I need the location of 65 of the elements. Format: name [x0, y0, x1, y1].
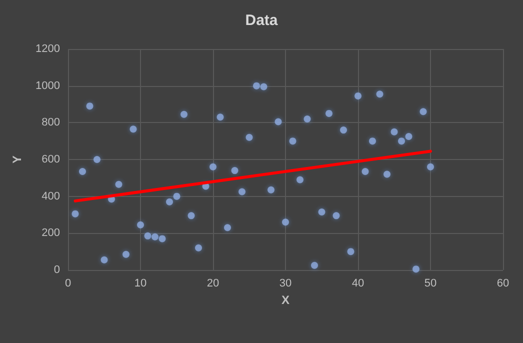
point [224, 224, 231, 232]
y-tick-label: 200 [42, 227, 60, 240]
point [210, 163, 216, 170]
point [390, 128, 398, 136]
point [260, 83, 268, 90]
point [326, 110, 332, 117]
point [166, 198, 173, 206]
point [268, 186, 274, 194]
point [144, 232, 152, 240]
point [384, 170, 390, 178]
x-tick-label: 10 [134, 278, 147, 290]
point [86, 102, 94, 110]
point [427, 163, 434, 170]
point [340, 126, 347, 134]
point [253, 82, 260, 90]
point [362, 168, 369, 175]
y-tick-label: 1200 [36, 43, 60, 55]
point [412, 266, 420, 273]
y-tick-label: 0 [54, 264, 60, 276]
y-tick-label: 400 [42, 190, 60, 202]
point [354, 92, 362, 100]
y-tick-label: 600 [42, 154, 60, 166]
point [311, 262, 318, 269]
y-axis-title: Y [10, 155, 24, 164]
point [130, 126, 137, 133]
x-tick-label: 60 [496, 278, 510, 290]
point [347, 248, 354, 256]
point [79, 168, 86, 175]
point [246, 134, 253, 141]
x-tick-label: 40 [352, 278, 364, 290]
point [304, 115, 311, 122]
point [398, 138, 405, 145]
point [420, 108, 427, 116]
point [405, 132, 412, 140]
point [94, 156, 100, 163]
point [376, 90, 384, 98]
point [318, 208, 326, 216]
x-tick-label: 30 [279, 278, 292, 290]
y-tick-label: 800 [42, 116, 60, 129]
point [238, 188, 246, 196]
point [296, 176, 304, 184]
point [115, 180, 122, 188]
point [152, 233, 158, 240]
x-axis-title: X [281, 292, 290, 307]
point [282, 218, 289, 226]
x-tick-label: 20 [206, 278, 220, 290]
point [122, 250, 130, 258]
point [369, 138, 376, 145]
chart-title: Data [245, 12, 278, 29]
point [137, 221, 144, 228]
point [195, 244, 202, 252]
point [100, 256, 108, 264]
point [180, 110, 188, 118]
point [289, 138, 296, 145]
point [274, 118, 282, 126]
x-tick-label: 50 [424, 278, 437, 290]
point [72, 210, 79, 218]
point [332, 212, 340, 220]
y-tick-label: 1000 [36, 80, 60, 92]
x-tick-label: 0 [64, 278, 72, 290]
point [158, 235, 166, 242]
point [216, 114, 224, 121]
point [231, 167, 238, 174]
point [188, 212, 195, 220]
point [173, 192, 180, 200]
